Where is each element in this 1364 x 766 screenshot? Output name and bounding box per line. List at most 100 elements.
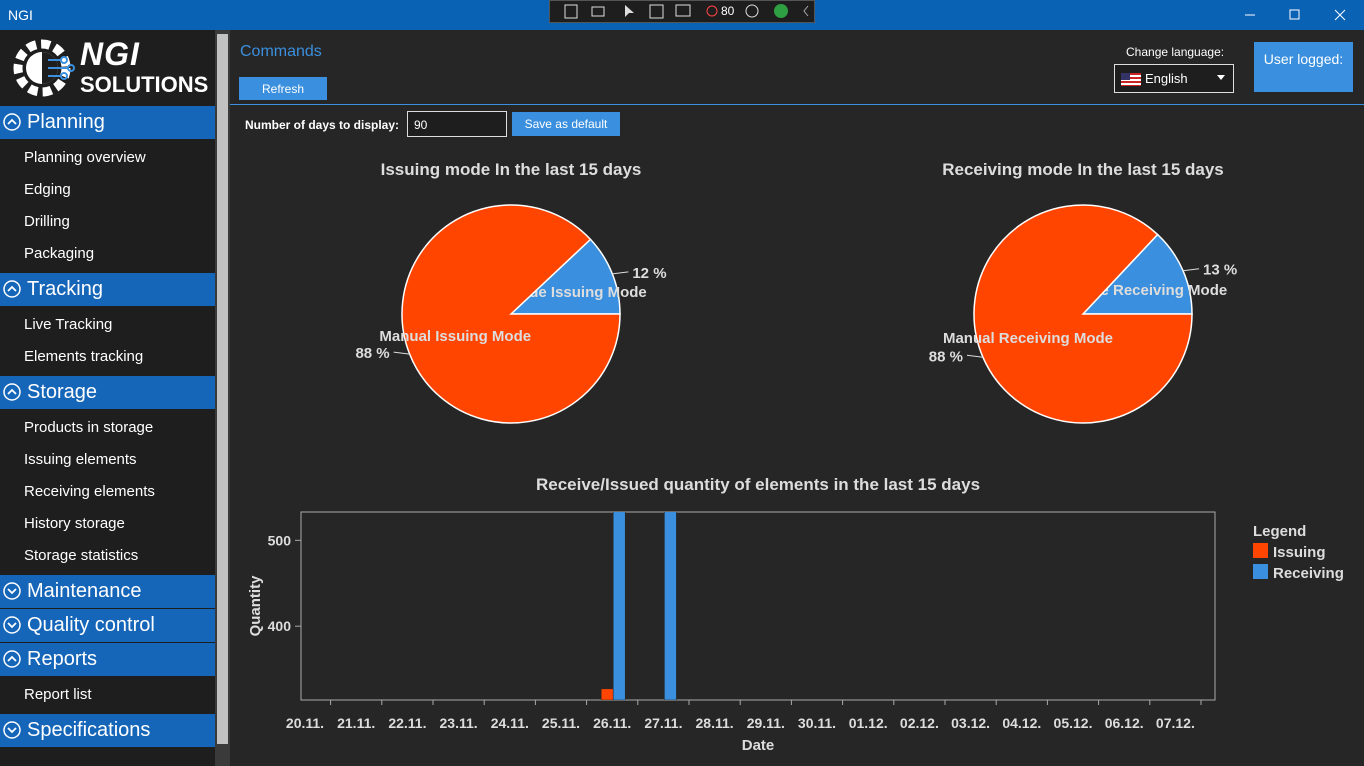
nav-section[interactable]: Maintenance [0, 575, 215, 608]
leader-line [612, 271, 629, 275]
expand-icon[interactable] [3, 721, 23, 741]
nav-item[interactable]: Edging [24, 181, 71, 198]
header-divider [230, 104, 1364, 105]
title-bar: NGI 80 [0, 0, 1364, 30]
debug-toolbar: 80 [549, 0, 815, 23]
leader-line [1182, 268, 1200, 272]
refresh-button[interactable]: Refresh [239, 77, 327, 100]
bar [600, 688, 614, 700]
x-tick-label: 04.12. [1002, 715, 1041, 731]
x-tick-label: 21.11. [337, 715, 375, 731]
slice-label: Manual Issuing Mode [379, 328, 531, 345]
language-dropdown[interactable]: English [1114, 64, 1234, 93]
nav-item[interactable]: Report list [24, 686, 92, 703]
chart-title: Issuing mode In the last 15 days [381, 160, 642, 179]
y-tick-label: 500 [268, 532, 292, 548]
legend-swatch [1253, 543, 1268, 558]
x-tick-label: 28.11. [696, 715, 734, 731]
nav-item[interactable]: Elements tracking [24, 348, 144, 365]
icon [649, 4, 664, 19]
icon [591, 6, 605, 17]
pie-slice [973, 204, 1193, 424]
nav-section-title: Planning [27, 111, 105, 133]
icon [706, 5, 718, 17]
nav-section-title: Specifications [27, 719, 151, 741]
nav-section[interactable]: Storage [0, 376, 215, 409]
x-tick-label: 24.11. [491, 715, 529, 731]
close-button[interactable] [1334, 9, 1346, 21]
x-tick-label: 23.11. [440, 715, 478, 731]
bar [612, 512, 626, 700]
x-tick-label: 26.11. [593, 715, 631, 731]
scrollbar-thumb[interactable] [217, 34, 228, 744]
expand-icon[interactable] [3, 280, 23, 300]
x-tick-label: 29.11. [747, 715, 785, 731]
nav-section[interactable]: Specifications [0, 714, 215, 747]
x-tick-label: 05.12. [1054, 715, 1093, 731]
x-tick-label: 20.11. [286, 715, 324, 731]
nav-item[interactable]: Packaging [24, 245, 95, 262]
logo-subtext: SOLUTIONS [80, 72, 209, 97]
bar [664, 512, 677, 700]
icon [745, 4, 759, 18]
x-tick-label: 25.11. [542, 715, 580, 731]
icon [803, 5, 809, 17]
leader-line [966, 354, 984, 358]
language-value: English [1145, 71, 1188, 86]
slice-label: Manual Receiving Mode [943, 330, 1113, 347]
logo-text: NGI [80, 36, 140, 72]
nav-section-title: Maintenance [27, 580, 142, 602]
dropdown-arrow [1217, 75, 1225, 80]
leader-line [393, 351, 410, 355]
icon [675, 4, 691, 17]
user-box[interactable]: User logged: [1254, 42, 1353, 92]
nav-item[interactable]: Storage statistics [24, 547, 139, 564]
y-tick-label: 400 [268, 618, 292, 634]
nav-section[interactable]: Quality control [0, 609, 215, 642]
window-controls[interactable] [1230, 0, 1364, 30]
nav-section[interactable]: Reports [0, 643, 215, 676]
commands-title: Commands [240, 43, 322, 60]
expand-icon[interactable] [3, 113, 23, 133]
expand-icon[interactable] [3, 616, 23, 636]
expand-icon[interactable] [3, 582, 23, 602]
slice-value-label: 12 % [632, 265, 666, 282]
legend-label: Issuing [1273, 544, 1326, 561]
save-default-button[interactable]: Save as default [512, 112, 620, 136]
slice-value-label: 88 % [929, 348, 963, 365]
maximize-button[interactable] [1289, 9, 1300, 20]
nav-section-title: Reports [27, 648, 98, 670]
legend-title: Legend [1253, 523, 1306, 540]
icon [625, 5, 634, 17]
nav-section[interactable]: Tracking [0, 273, 215, 306]
nav-section[interactable]: Planning [0, 106, 215, 139]
days-input[interactable]: 90 [407, 111, 507, 137]
x-tick-label: 27.11. [644, 715, 682, 731]
nav-item[interactable]: History storage [24, 515, 125, 532]
expand-icon[interactable] [3, 650, 23, 670]
nav-item[interactable]: Issuing elements [24, 451, 137, 468]
toolbar-icons [564, 4, 809, 19]
nav-item[interactable]: Receiving elements [24, 483, 155, 500]
days-value: 90 [414, 118, 428, 132]
icon [774, 4, 788, 18]
nav-item[interactable]: Drilling [24, 213, 70, 230]
x-axis-label: Date [742, 737, 775, 754]
nav-item[interactable]: Products in storage [24, 419, 154, 436]
sidebar: NGI SOLUTIONS Planning Planning overview E… [0, 30, 215, 766]
expand-icon[interactable] [3, 383, 23, 403]
nav-item[interactable]: Planning overview [24, 149, 146, 166]
x-tick-label: 03.12. [951, 715, 990, 731]
chart-title: Receive/Issued quantity of elements in t… [536, 475, 980, 494]
nav-section-title: Tracking [27, 278, 103, 300]
x-tick-label: 07.12. [1156, 715, 1195, 731]
bars [600, 512, 677, 700]
nav-section-title: Storage [27, 381, 98, 403]
flag-icon [1121, 73, 1141, 86]
nav-item[interactable]: Live Tracking [24, 316, 113, 333]
x-tick-label: 22.11. [388, 715, 426, 731]
scrollbar[interactable] [215, 30, 230, 766]
language-label: Change language: [1126, 45, 1225, 59]
